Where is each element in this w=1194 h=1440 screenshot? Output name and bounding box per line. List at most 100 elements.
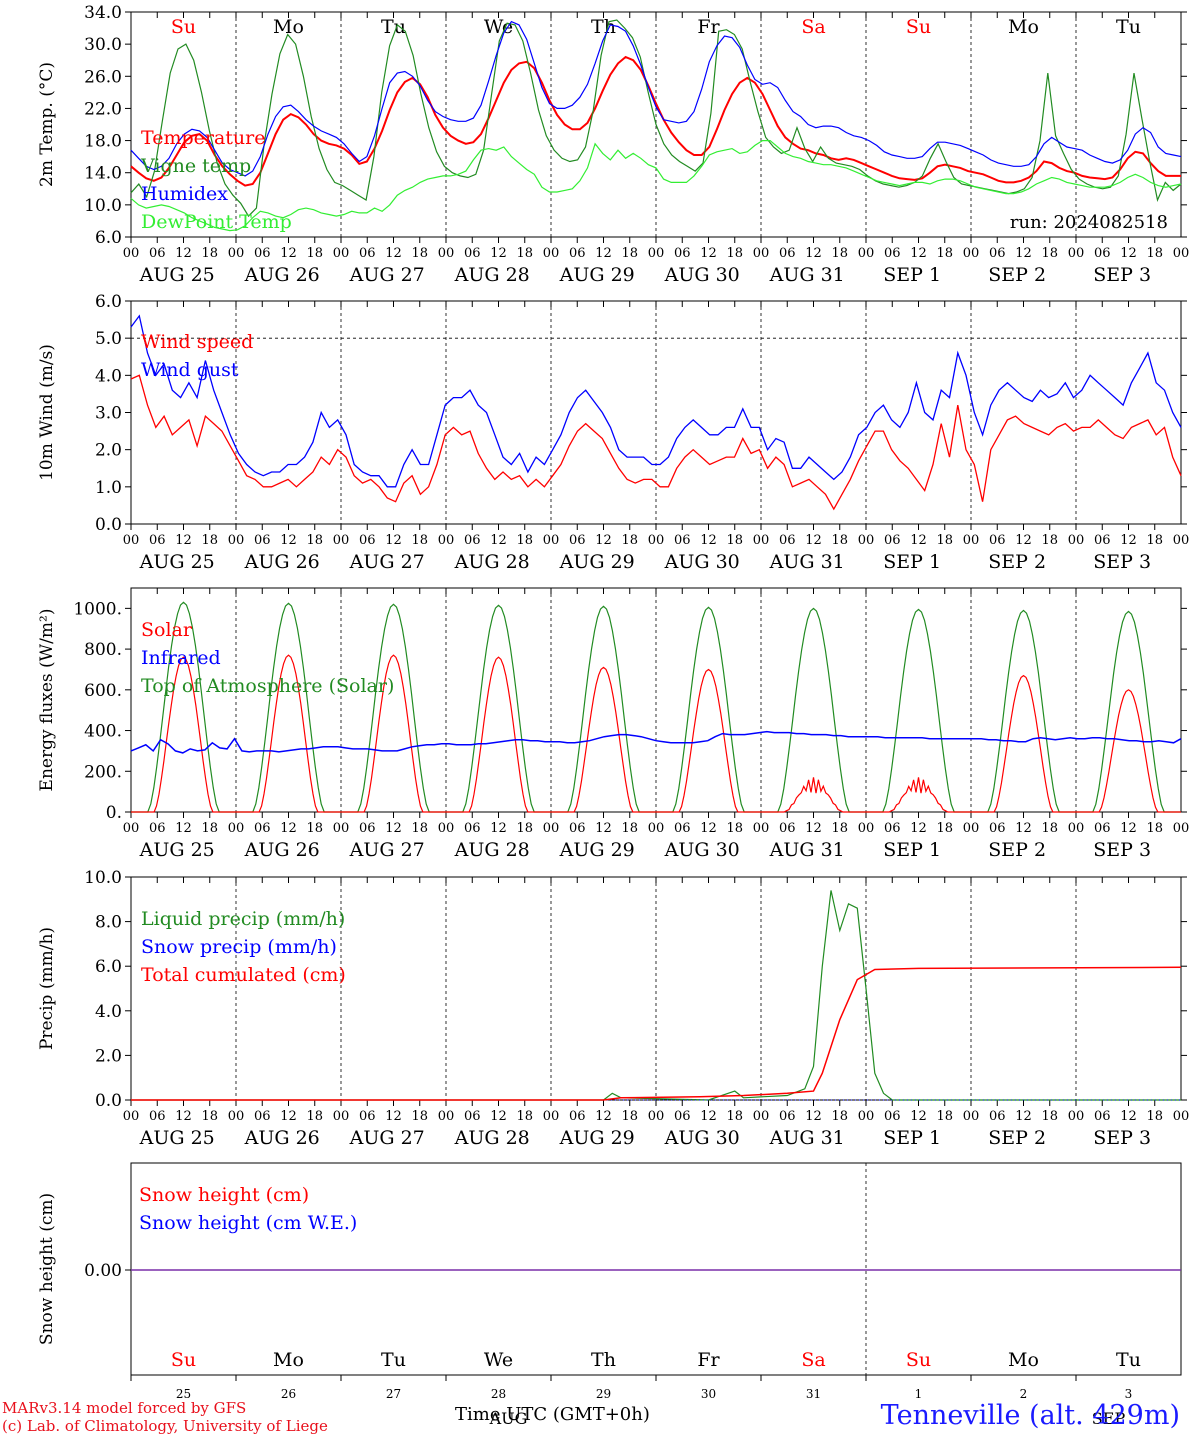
hour-label: 12 [1015, 821, 1032, 836]
weekday-label: We [484, 1349, 513, 1371]
hour-label: 00 [1068, 246, 1085, 261]
hour-label: 06 [569, 533, 586, 548]
y-tick-label: 14.0 [84, 164, 122, 184]
hour-label: 06 [359, 821, 376, 836]
weekday-label: Tu [381, 16, 406, 38]
legend-entry: Top of Atmosphere (Solar) [141, 675, 394, 697]
hour-label: 12 [805, 1109, 822, 1124]
hour-label: 18 [516, 821, 533, 836]
day-label: AUG 30 [664, 1127, 740, 1149]
hour-label: 06 [674, 533, 691, 548]
hour-label: 12 [595, 246, 612, 261]
hour-label: 06 [884, 1109, 901, 1124]
hour-label: 18 [726, 821, 743, 836]
month-label: AUG [489, 1409, 528, 1428]
day-label: SEP 1 [883, 1127, 941, 1149]
hour-label: 06 [884, 533, 901, 548]
hour-label: 00 [648, 1109, 665, 1124]
hour-label: 18 [831, 821, 848, 836]
day-label: AUG 31 [769, 839, 845, 861]
hour-label: 12 [490, 533, 507, 548]
hour-label: 00 [543, 246, 560, 261]
series-line [130, 55, 1181, 187]
hour-label: 12 [385, 533, 402, 548]
hour-label: 18 [936, 533, 953, 548]
hour-label: 12 [805, 533, 822, 548]
day-label: SEP 3 [1093, 839, 1151, 861]
legend-entry: Humidex [141, 183, 228, 205]
hour-label: 18 [1146, 1109, 1163, 1124]
hour-label: 00 [858, 246, 875, 261]
hour-label: 00 [543, 821, 560, 836]
day-label: AUG 25 [139, 839, 215, 861]
hour-label: 18 [411, 1109, 428, 1124]
y-tick-label: 4.0 [95, 1002, 122, 1022]
hour-label: 18 [411, 246, 428, 261]
legend-entry: Snow precip (mm/h) [141, 936, 337, 958]
hour-label: 06 [464, 1109, 481, 1124]
hour-label: 18 [831, 533, 848, 548]
y-tick-label: 200. [84, 762, 122, 782]
hour-label: 06 [1094, 821, 1111, 836]
hour-label: 12 [595, 533, 612, 548]
y-tick-label: 3.0 [95, 404, 122, 424]
hour-label: 06 [359, 533, 376, 548]
weekday-label: Tu [381, 1349, 406, 1371]
hour-label: 18 [1041, 821, 1058, 836]
weekday-label: Th [591, 16, 616, 38]
hour-label: 12 [280, 533, 297, 548]
hour-label: 06 [674, 821, 691, 836]
hour-label: 18 [1041, 1109, 1058, 1124]
hour-label: 06 [359, 1109, 376, 1124]
series-line [130, 374, 1182, 511]
hour-label: 00 [753, 246, 770, 261]
day-number: 27 [386, 1387, 401, 1401]
hour-label: 18 [411, 533, 428, 548]
hour-label: 12 [595, 821, 612, 836]
hour-label: 00 [648, 821, 665, 836]
weekday-label: Sa [801, 1349, 825, 1371]
day-label: SEP 2 [988, 1127, 1046, 1149]
hour-label: 00 [648, 246, 665, 261]
y-tick-label: 6.0 [95, 228, 122, 248]
y-axis-label: Snow height (cm) [37, 1193, 57, 1345]
hour-label: 18 [831, 246, 848, 261]
weekday-label: Tu [1116, 1349, 1141, 1371]
hour-label: 06 [1094, 533, 1111, 548]
hour-label: 06 [884, 246, 901, 261]
hour-label: 18 [936, 1109, 953, 1124]
day-label: AUG 25 [139, 551, 215, 573]
day-number: 3 [1125, 1387, 1133, 1401]
day-label: AUG 28 [454, 839, 530, 861]
hour-label: 06 [569, 1109, 586, 1124]
hour-label: 06 [779, 246, 796, 261]
hour-label: 00 [543, 533, 560, 548]
hour-label: 12 [700, 533, 717, 548]
infrared-line [130, 730, 1182, 754]
hour-label: 00 [228, 1109, 245, 1124]
hour-label: 06 [989, 821, 1006, 836]
day-label: SEP 3 [1093, 1127, 1151, 1149]
day-label: AUG 25 [139, 1127, 215, 1149]
hour-label: 12 [490, 1109, 507, 1124]
y-tick-label: 1000. [73, 599, 122, 619]
y-axis-label: 10m Wind (m/s) [37, 344, 57, 481]
hour-label: 12 [1120, 821, 1137, 836]
day-number: 28 [491, 1387, 506, 1401]
day-label: SEP 1 [883, 839, 941, 861]
hour-label: 12 [385, 246, 402, 261]
y-tick-label: 6.0 [95, 957, 122, 977]
hour-label: 12 [490, 246, 507, 261]
day-label: SEP 1 [883, 551, 941, 573]
hour-label: 12 [1120, 246, 1137, 261]
y-tick-label: 0.00 [84, 1261, 122, 1281]
day-label: AUG 27 [349, 839, 425, 861]
hour-label: 12 [595, 1109, 612, 1124]
hour-label: 00 [123, 533, 140, 548]
hour-label: 00 [963, 533, 980, 548]
hour-label: 06 [464, 821, 481, 836]
hour-label: 00 [438, 1109, 455, 1124]
legend-entry: Snow height (cm W.E.) [139, 1212, 357, 1234]
hour-label: 00 [543, 1109, 560, 1124]
hour-label: 12 [1015, 533, 1032, 548]
